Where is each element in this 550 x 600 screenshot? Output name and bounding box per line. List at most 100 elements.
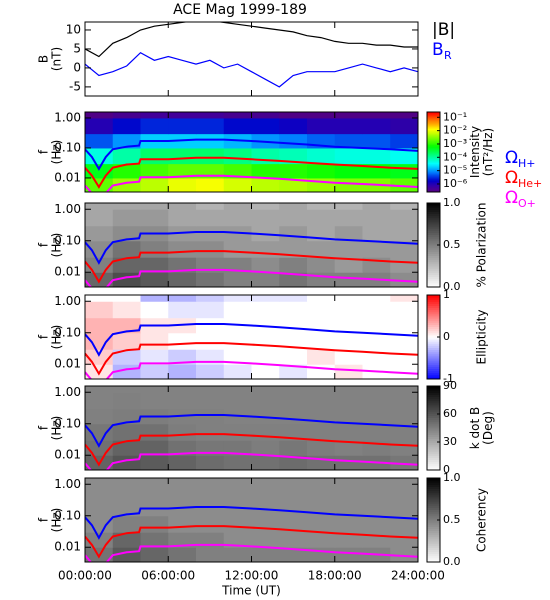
colorbar-swatch (427, 543, 440, 546)
heat-cell (334, 177, 363, 192)
colorbar-tick-label: 1.0 (443, 471, 461, 484)
heat-cell (251, 117, 280, 135)
colorbar-swatch (427, 122, 440, 125)
heat-cell (279, 147, 308, 165)
heat-cell (85, 209, 114, 227)
heat-cell (334, 301, 363, 319)
colorbar-swatch (427, 341, 440, 344)
colorbar-swatch (427, 238, 440, 242)
heat-cell (140, 386, 169, 393)
heat-cell (85, 133, 114, 149)
colorbar-swatch (427, 492, 440, 496)
y-tick-label: 0.10 (54, 508, 81, 522)
heat-cell (112, 257, 141, 273)
colorbar-swatch (427, 316, 440, 319)
colorbar-swatch (427, 311, 440, 315)
heat-cell (334, 386, 363, 393)
heat-cell (307, 163, 336, 179)
colorbar-swatch (427, 436, 440, 439)
heat-cell (112, 112, 141, 119)
heat-cell (85, 301, 114, 319)
x-tick-label: 06:00:00 (141, 569, 195, 583)
heat-cell (390, 209, 418, 227)
heat-cell (251, 209, 280, 227)
y-tick-label: 1.00 (54, 110, 81, 124)
heat-cell (334, 364, 363, 379)
y-tick-label: 1.00 (54, 294, 81, 308)
heat-cell (223, 484, 252, 502)
gyro-line (85, 268, 418, 287)
colorbar-swatch (427, 245, 440, 248)
colorbar-swatch (427, 228, 440, 231)
colorbar-label: k dot B (468, 407, 482, 449)
heat-cell (85, 423, 114, 441)
colorbar-swatch (427, 409, 440, 412)
colorbar-tick-label: 0.0 (443, 280, 461, 293)
colorbar-swatch (427, 150, 440, 153)
colorbar-swatch (427, 116, 440, 119)
heat-cell (112, 440, 141, 456)
heat-cell (251, 478, 280, 485)
colorbar-swatch (427, 114, 440, 117)
colorbar-swatch (427, 547, 440, 550)
colorbar-swatch (427, 174, 440, 177)
colorbar-swatch (427, 524, 440, 527)
legend-label: Ω (505, 148, 518, 168)
colorbar-swatch (427, 124, 440, 127)
heat-cell (223, 478, 252, 485)
colorbar-swatch (427, 421, 440, 425)
colorbar-swatch (427, 366, 440, 369)
colorbar-swatch (427, 263, 440, 267)
heat-cell (168, 455, 197, 470)
heat-cell (279, 455, 308, 470)
gyro-line (85, 174, 418, 192)
colorbar-swatch (427, 242, 440, 246)
colorbar-tick-label: -1 (443, 372, 454, 385)
heat-cell (168, 177, 197, 192)
heat-cell (390, 392, 418, 410)
heat-cell (251, 423, 280, 441)
colorbar-swatch (427, 303, 440, 306)
heat-cell (251, 332, 280, 350)
heat-cell (112, 133, 141, 149)
heat-cell (85, 386, 114, 393)
heat-cell (168, 117, 197, 135)
panel (85, 295, 418, 379)
colorbar-swatch (427, 386, 440, 389)
colorbar-swatch (427, 425, 440, 429)
colorbar-swatch (427, 343, 440, 346)
gyro-line (85, 414, 418, 448)
heat-cell (334, 547, 363, 562)
colorbar-swatch (427, 209, 440, 212)
heat-cell (279, 484, 308, 502)
heat-cell (390, 515, 418, 533)
colorbar-swatch (427, 307, 440, 311)
heat-cell (334, 515, 363, 533)
heat-cell (112, 117, 141, 135)
heat-cell (390, 301, 418, 319)
heat-cell (85, 515, 114, 533)
colorbar-swatch (427, 400, 440, 404)
heat-cell (85, 112, 114, 119)
colorbar-swatch (427, 553, 440, 557)
heat-cell (251, 532, 280, 548)
heat-cell (362, 392, 391, 410)
heat-cell (85, 332, 114, 350)
colorbar-swatch (427, 538, 440, 542)
heat-cell (334, 257, 363, 273)
y-axis-label: f (37, 334, 51, 339)
colorbar-swatch (427, 480, 440, 483)
gyro-line (85, 506, 418, 540)
heat-cell (251, 163, 280, 179)
heat-cell (168, 147, 197, 165)
heat-cell (390, 177, 418, 192)
colorbar-swatch (427, 396, 440, 400)
heat-cell (112, 301, 141, 319)
heat-cell (251, 455, 280, 470)
heat-cell (390, 423, 418, 441)
colorbar-swatch (427, 428, 440, 431)
colorbar-swatch (427, 451, 440, 454)
legend-label: |B| (432, 20, 455, 40)
colorbar-swatch (427, 156, 440, 159)
heat-cell (334, 317, 363, 334)
